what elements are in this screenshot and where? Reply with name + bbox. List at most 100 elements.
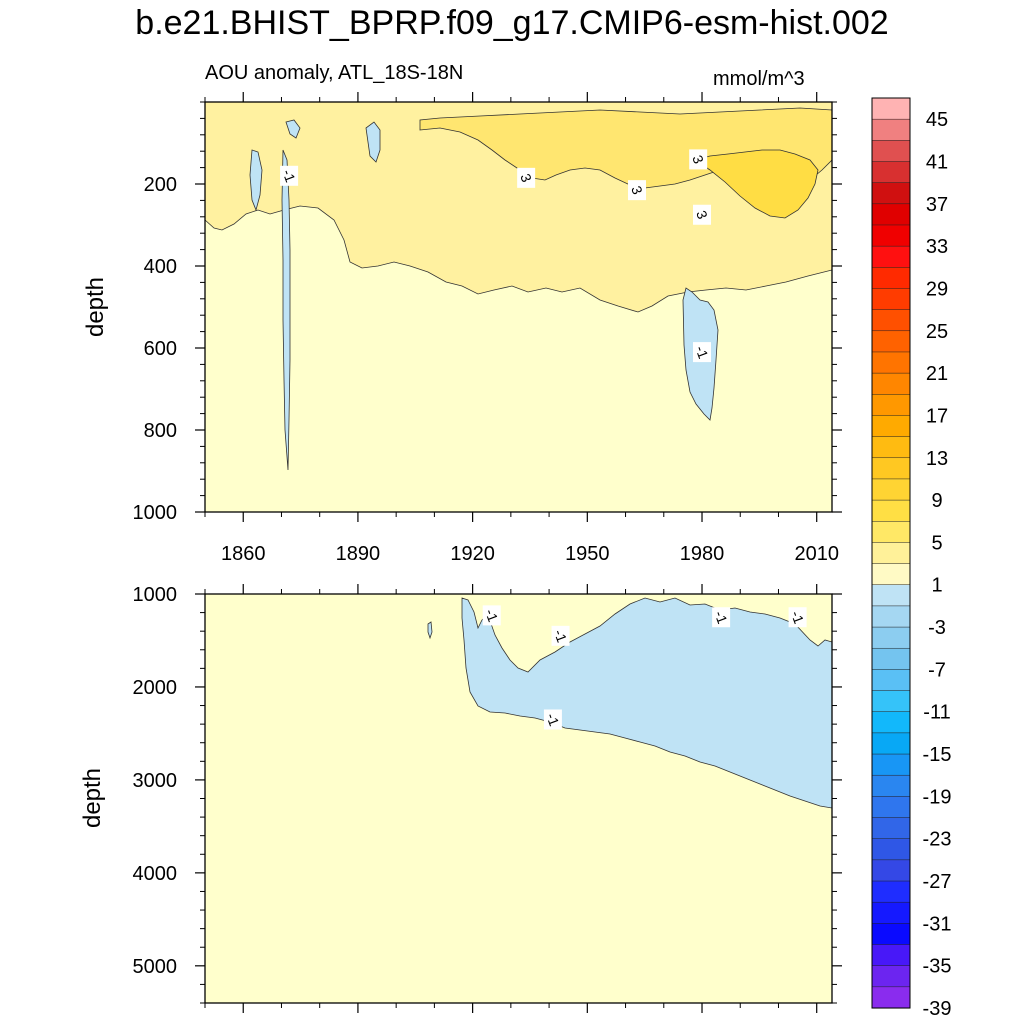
y-tick-label: 200	[144, 174, 177, 196]
contour-label-text: -1	[482, 607, 501, 624]
colorbar-swatch	[871, 796, 911, 819]
contour-label: -1	[279, 165, 299, 186]
lower-negative-region-small	[427, 621, 433, 640]
lower-contour-labels: -1 -1 -1 -1 -1	[482, 605, 807, 730]
colorbar-label: 37	[926, 194, 948, 216]
colorbar-label: -15	[923, 744, 952, 766]
colorbar-swatch	[871, 161, 911, 184]
upper-panel: 1860 1890 1920 1950 1980 2010 200 400 600 800 1000…	[82, 92, 842, 565]
contour-label: 3	[517, 167, 536, 188]
y-tick-label: 800	[144, 420, 177, 442]
contour-label: -1	[551, 625, 570, 646]
contour-label-box	[628, 180, 647, 201]
colorbar-swatch	[871, 372, 911, 395]
upper-negative-region-shallow-1	[249, 149, 263, 212]
colorbar-swatch	[871, 542, 911, 565]
chart-subtitle: AOU anomaly, ATL_18S-18N	[205, 62, 464, 84]
colorbar-label: 29	[926, 278, 948, 300]
colorbar-frame	[871, 97, 911, 1009]
x-tick-label: 1950	[565, 543, 610, 565]
colorbar-swatch	[871, 330, 911, 353]
contour-label-text: -1	[551, 627, 570, 644]
y-tick-label: 1000	[133, 502, 178, 524]
y-tick-label: 2000	[133, 677, 178, 699]
colorbar-swatch	[871, 351, 911, 374]
contour-label: 3	[693, 204, 712, 225]
colorbar-swatch	[871, 859, 911, 882]
contour-label: -1	[692, 342, 712, 363]
y-tick-label: 3000	[133, 770, 178, 792]
contour-label-box	[543, 709, 562, 730]
colorbar-swatch	[871, 288, 911, 311]
colorbar: 45 41 37 33 29 25 21 17 13 9 5 1 -3 -7 -11 -15 -19 -23 -27…	[871, 97, 952, 1020]
colorbar-swatch	[871, 394, 911, 416]
colorbar-label: -3	[928, 617, 946, 639]
x-tick-label: 1980	[680, 543, 725, 565]
colorbar-label: 25	[926, 321, 948, 343]
colorbar-swatch	[871, 267, 911, 290]
contour-label-box	[788, 607, 807, 628]
colorbar-swatch	[871, 97, 911, 120]
upper-axis-ticks: 1860 1890 1920 1950 1980 2010 200 400 600 800 1000	[133, 92, 842, 565]
colorbar-swatch	[871, 605, 911, 628]
colorbar-label: 13	[926, 448, 948, 470]
colorbar-label: -7	[928, 659, 946, 681]
colorbar-swatch	[871, 521, 911, 543]
colorbar-swatch	[871, 626, 911, 649]
colorbar-label: 45	[926, 109, 948, 131]
colorbar-swatch	[871, 838, 911, 861]
y-tick-label: 4000	[133, 863, 178, 885]
upper-positive-region-5	[694, 149, 819, 219]
contour-label: -1	[482, 605, 501, 626]
colorbar-label: -35	[923, 956, 952, 978]
colorbar-swatch	[871, 415, 911, 438]
upper-negative-region-shallow-2	[285, 119, 301, 139]
y-tick-label: 5000	[133, 956, 178, 978]
colorbar-label: 5	[931, 532, 942, 554]
colorbar-swatch	[871, 563, 911, 586]
contour-label-box	[693, 342, 712, 363]
colorbar-label: 21	[926, 363, 948, 385]
colorbar-swatch	[871, 182, 911, 205]
colorbar-swatch	[871, 732, 911, 755]
contour-label-box	[712, 607, 731, 628]
contour-label-text: -1	[711, 609, 730, 626]
colorbar-swatch	[871, 457, 911, 480]
contour-label-text: -1	[692, 344, 711, 361]
upper-plot-frame	[204, 101, 833, 513]
colorbar-label: 17	[926, 405, 948, 427]
colorbar-label: 33	[926, 236, 948, 258]
colorbar-label: -27	[923, 871, 952, 893]
colorbar-swatch	[871, 140, 911, 163]
colorbar-swatch	[871, 118, 911, 141]
contour-label: -1	[711, 607, 731, 628]
contour-label-box	[689, 149, 708, 170]
colorbar-label: -11	[923, 702, 950, 724]
units-label: mmol/m^3	[713, 68, 805, 90]
colorbar-swatch	[871, 203, 911, 226]
colorbar-swatch	[871, 965, 911, 988]
x-tick-label: 2010	[794, 543, 839, 565]
colorbar-swatch	[871, 923, 911, 946]
colorbar-swatch	[871, 774, 911, 797]
colorbar-swatch	[871, 944, 911, 967]
colorbar-swatch	[871, 669, 911, 692]
chart-title: b.e21.BHIST_BPRP.f09_g17.CMIP6-esm-hist.…	[135, 4, 889, 42]
contour-label-text: -1	[279, 167, 298, 184]
lower-panel: 1000 2000 3000 4000 5000 -1 -1 -1 -1 -1 depth	[79, 584, 842, 1013]
colorbar-swatch	[871, 647, 911, 670]
x-tick-label: 1890	[336, 543, 381, 565]
contour-label-box	[551, 625, 570, 646]
colorbar-label: 1	[931, 575, 942, 597]
x-tick-label: 1920	[450, 543, 495, 565]
colorbar-swatch	[871, 901, 911, 924]
colorbar-swatch	[871, 690, 911, 713]
lower-y-axis-label: depth	[79, 768, 106, 828]
colorbar-swatch	[871, 753, 911, 776]
colorbar-swatch	[871, 224, 911, 247]
x-tick-label: 1860	[221, 543, 266, 565]
colorbar-swatch	[871, 711, 911, 734]
colorbar-label: 41	[926, 151, 948, 173]
colorbar-swatch	[871, 499, 911, 522]
